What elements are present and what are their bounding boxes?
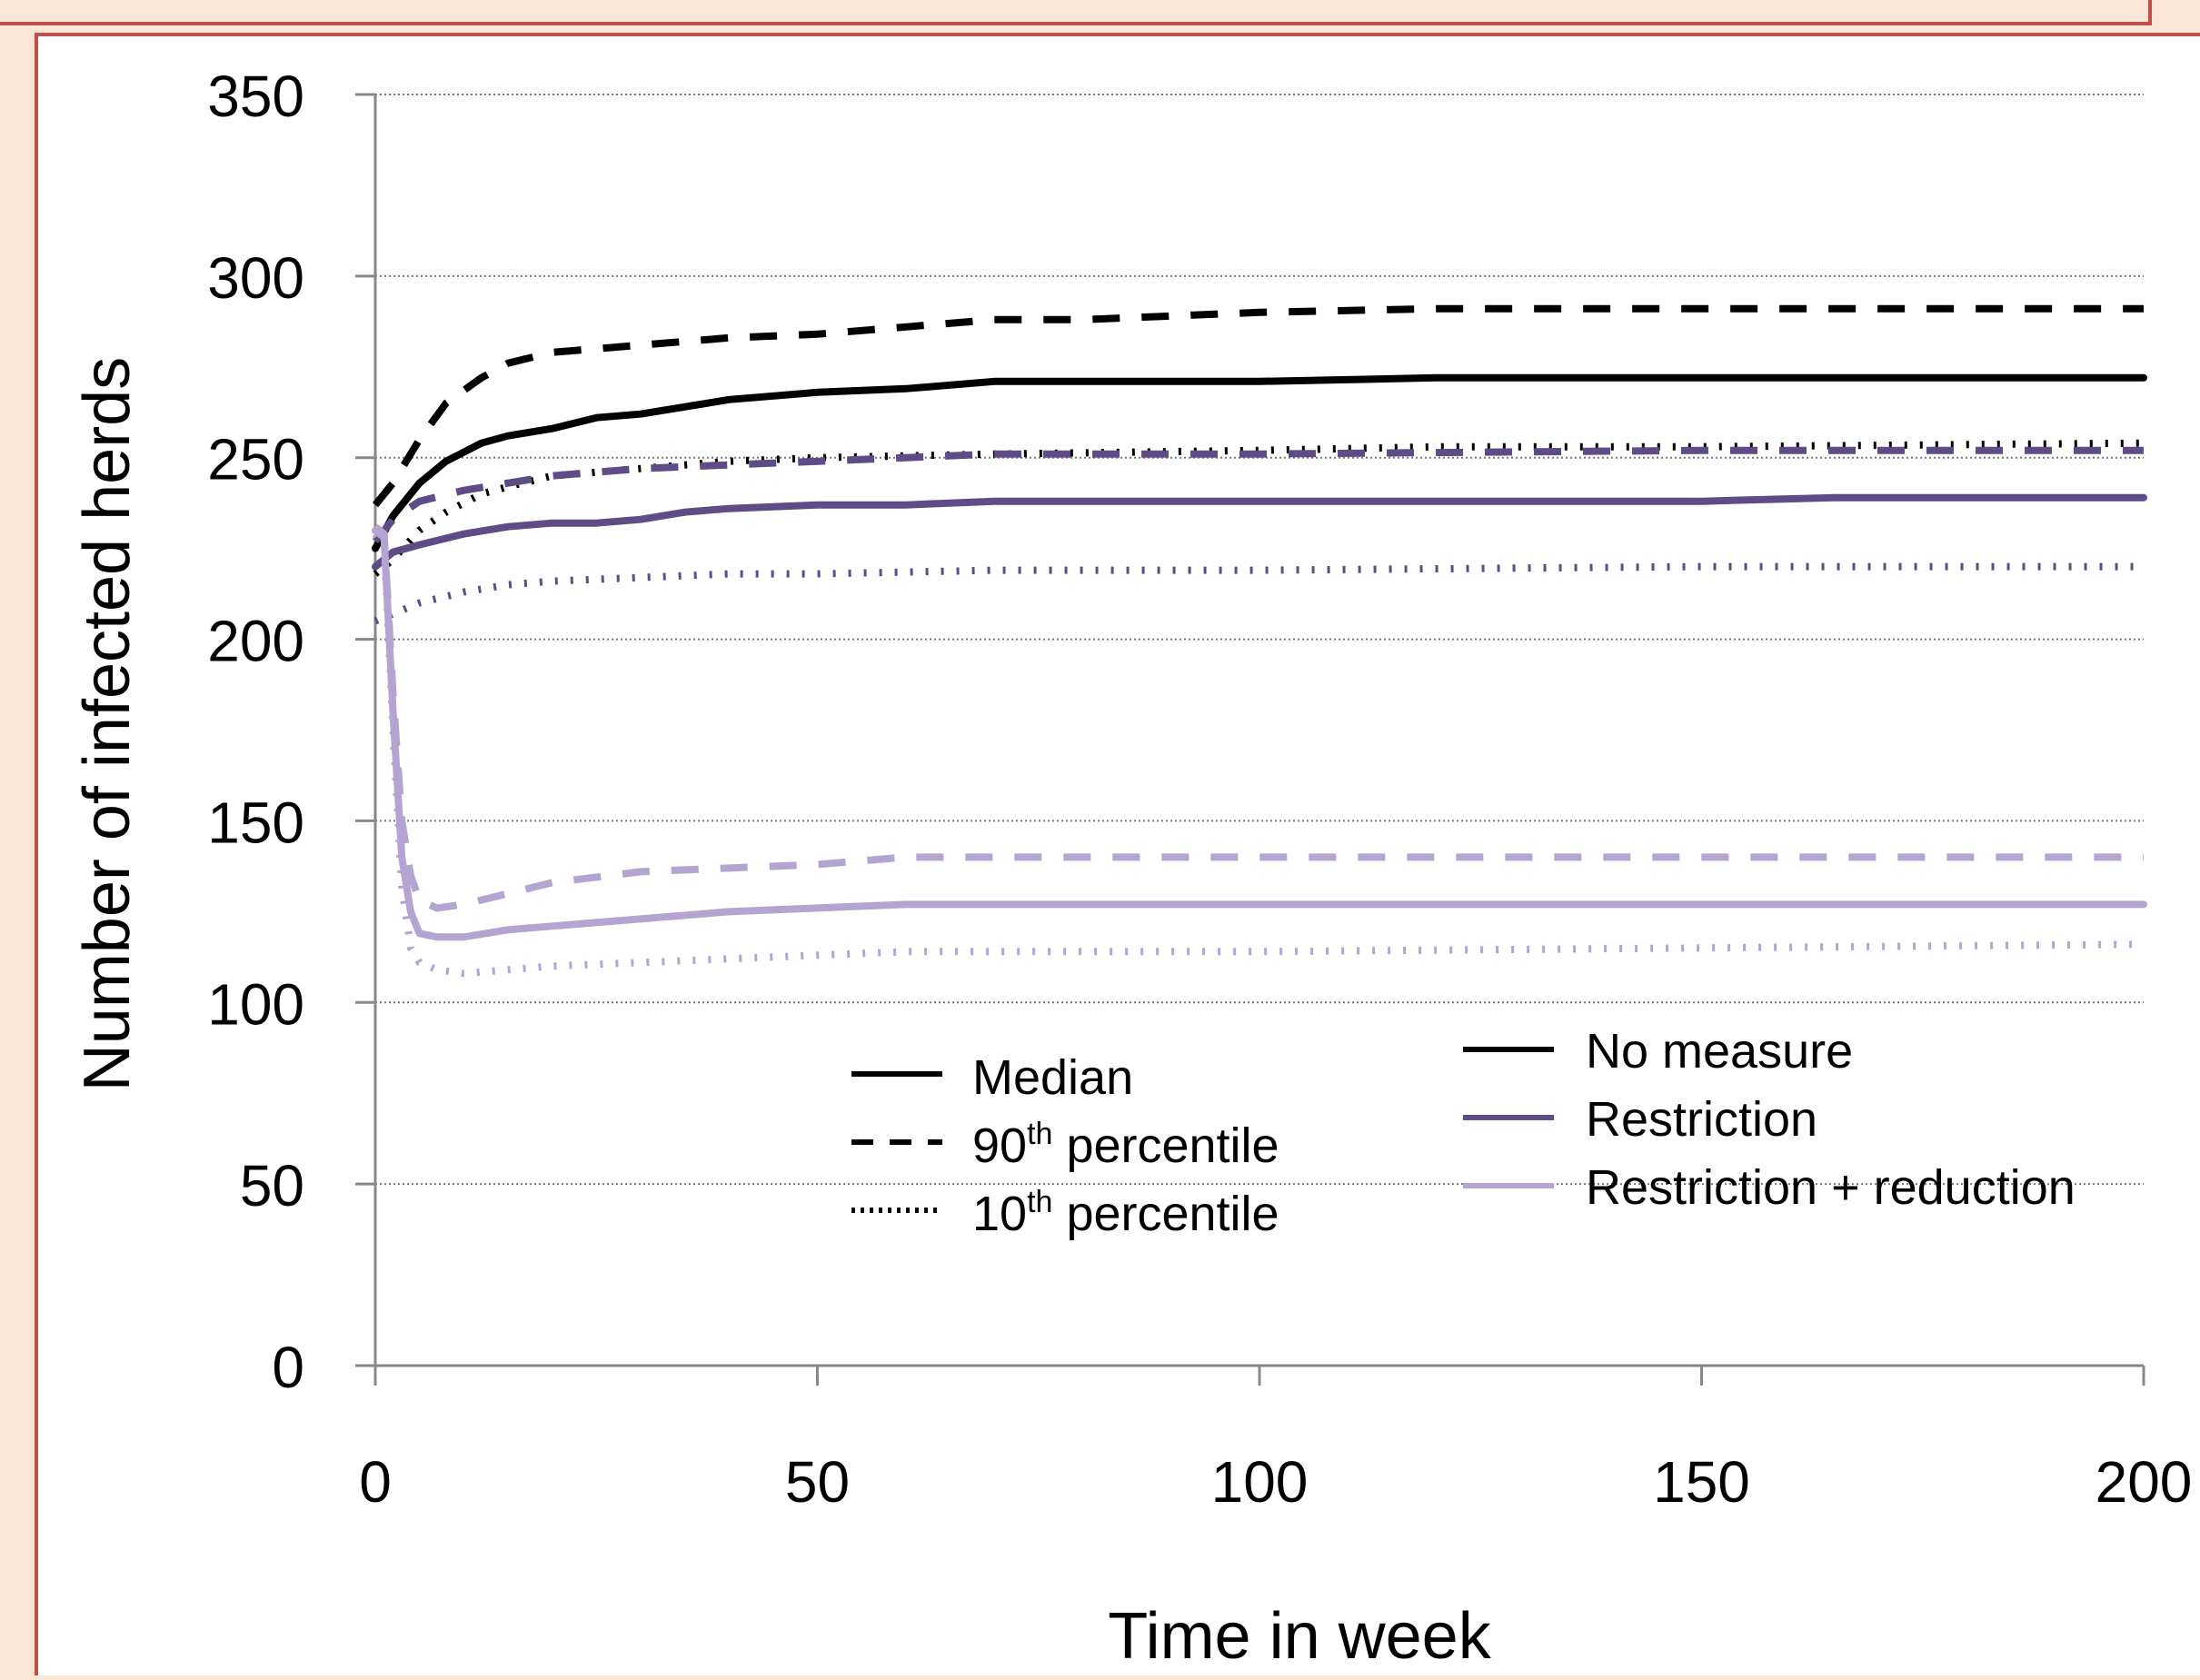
- legend-scenario-label: Restriction + reduction: [1586, 1160, 2076, 1215]
- y-tick-label: 350: [207, 64, 304, 129]
- legend-statistic-label: 90th percentile: [972, 1117, 1279, 1173]
- legend-scenario: No measure Restriction Restriction + reduc…: [1463, 1024, 2076, 1215]
- series-line-restriction-reduction-10th-percentile: [372, 532, 2145, 978]
- series-line-no-measure-90th-percentile: [372, 304, 2144, 508]
- gridlines: [375, 94, 2144, 1186]
- series-line-restriction-10th-percentile: [373, 562, 2144, 625]
- y-tick-label: 50: [240, 1153, 304, 1218]
- legend-statistic-sup: th: [1027, 1117, 1052, 1151]
- x-tick-label: 100: [1211, 1449, 1309, 1515]
- series-line-no-measure-median: [372, 373, 2147, 552]
- legend-statistic-rest: percentile: [1052, 1187, 1279, 1241]
- legend-statistic-rest: percentile: [1052, 1118, 1279, 1173]
- x-tick-label: 50: [785, 1449, 850, 1515]
- x-tick-label: 0: [359, 1449, 392, 1515]
- y-axis-label: Number of infected herds: [71, 357, 144, 1091]
- axes: 0 50 100 150 200 250 300 350 0 50 100 150 200: [207, 64, 2192, 1515]
- legend-scenario-label: Restriction: [1586, 1092, 1817, 1147]
- y-tick-label: 300: [207, 245, 304, 311]
- y-tick-label: 150: [207, 790, 304, 855]
- series-lines: [372, 304, 2147, 978]
- y-tick-label: 250: [207, 427, 304, 492]
- x-tick-label: 200: [2095, 1449, 2193, 1515]
- y-tick-label: 0: [272, 1335, 304, 1400]
- y-tick-label: 200: [207, 609, 304, 674]
- legend-statistic-text: Median: [972, 1050, 1133, 1105]
- legend-statistic-text: 90: [972, 1118, 1027, 1173]
- series-line-restriction-90th-percentile: [372, 446, 2144, 544]
- legend-scenario-label: No measure: [1586, 1024, 1853, 1079]
- legend-statistic-label: Median: [972, 1050, 1133, 1105]
- series-line-no-measure-10th-percentile: [373, 439, 2145, 577]
- legend-statistic-text: 10: [972, 1187, 1027, 1241]
- series-line-restriction-median: [372, 493, 2147, 571]
- x-tick-label: 150: [1653, 1449, 1750, 1515]
- y-tick-label: 100: [207, 971, 304, 1037]
- legend-statistic-sup: th: [1027, 1185, 1052, 1219]
- x-axis-label: Time in week: [1108, 1600, 1491, 1673]
- top-border: [0, 0, 2152, 25]
- legend-statistic-label: 10th percentile: [972, 1185, 1279, 1241]
